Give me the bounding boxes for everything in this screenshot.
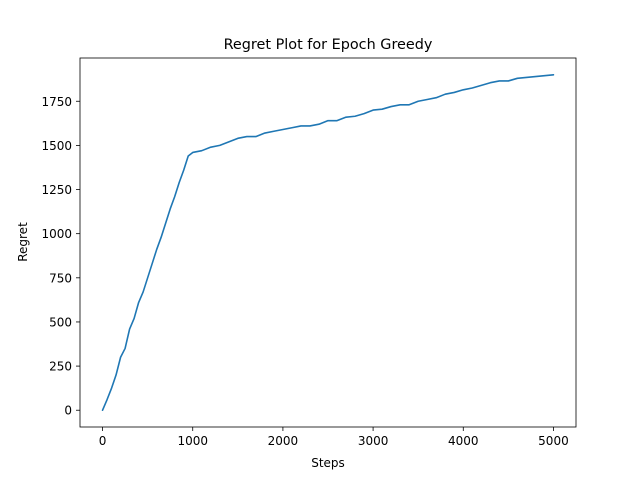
axes-frame bbox=[79, 57, 577, 428]
y-tick-label: 500 bbox=[49, 315, 72, 329]
x-tick-label: 2000 bbox=[268, 434, 299, 448]
y-tick-label: 0 bbox=[64, 404, 72, 418]
y-tick-label: 1000 bbox=[41, 227, 72, 241]
x-tick-label: 4000 bbox=[448, 434, 479, 448]
x-axis-label: Steps bbox=[311, 456, 345, 470]
series-line-1 bbox=[101, 73, 555, 412]
y-tick-label: 1750 bbox=[41, 95, 72, 109]
y-tick-label: 250 bbox=[49, 360, 72, 374]
plot-area bbox=[101, 73, 555, 412]
y-axis-label: Regret bbox=[16, 222, 30, 262]
y-tick-label: 750 bbox=[49, 271, 72, 285]
y-tick-label: 1250 bbox=[41, 183, 72, 197]
axes: 0 1000 2000 3000 4000 5000 0 250 500 750 1000 1250 1… bbox=[41, 57, 577, 448]
x-tick-label: 1000 bbox=[177, 434, 208, 448]
x-tick-label: 5000 bbox=[538, 434, 569, 448]
chart-title: Regret Plot for Epoch Greedy bbox=[224, 37, 433, 53]
x-tick-label: 0 bbox=[99, 434, 107, 448]
x-tick-label: 3000 bbox=[358, 434, 389, 448]
y-tick-label: 1500 bbox=[41, 139, 72, 153]
